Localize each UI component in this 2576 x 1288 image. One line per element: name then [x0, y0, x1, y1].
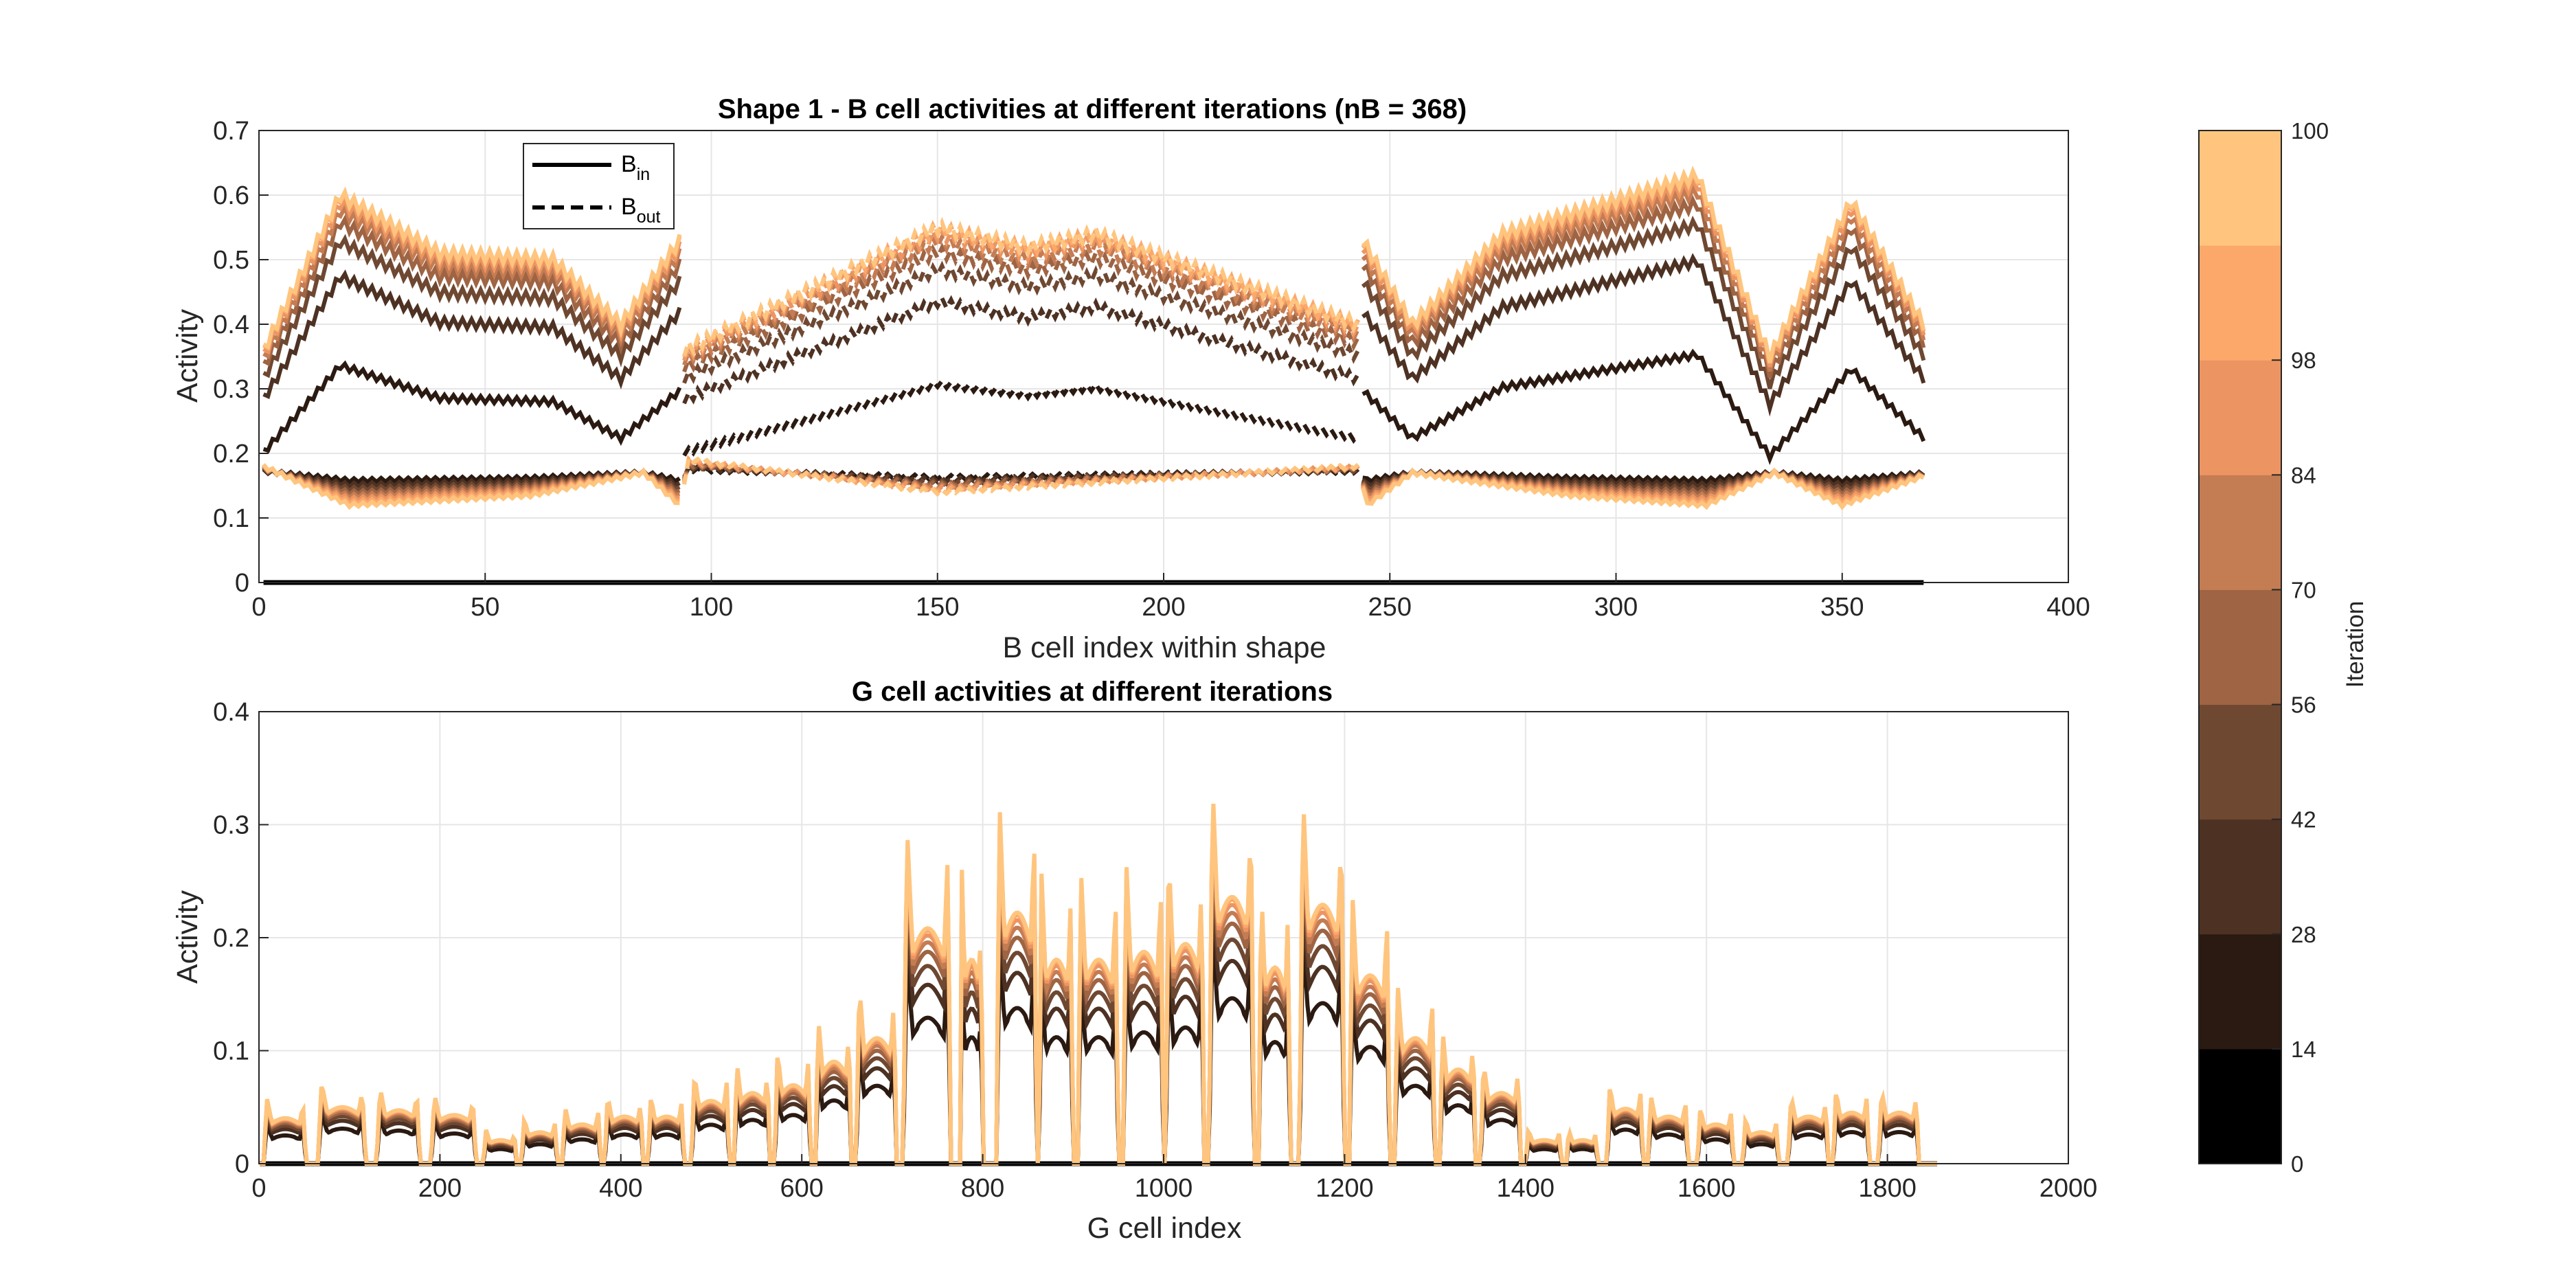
b-cell-active-line-iter-42	[262, 234, 682, 379]
x-tick-label: 1400	[1497, 1174, 1555, 1203]
b-cell-active-line-iter-28	[1361, 253, 1926, 417]
y-tick-label: 0.2	[213, 440, 249, 468]
b-cell-active-line-iter-98	[682, 218, 1360, 359]
y-tick-label: 0.4	[213, 310, 249, 339]
b-cell-active-line-iter-100	[682, 216, 1360, 357]
b-cell-active-line-iter-100	[262, 186, 682, 350]
colorbar-tick-label: 56	[2291, 692, 2316, 718]
colorbar-tick-label: 42	[2291, 807, 2316, 833]
g-cell-y-axis-label: Activity	[171, 890, 204, 984]
colorbar-ticks: 0 14 28 42 56 70 84 98 100	[2272, 118, 2329, 1177]
b-cell-inactive-line-iter-100	[682, 453, 1360, 497]
colorbar-tick-label: 0	[2291, 1151, 2303, 1177]
y-tick-label: 0.2	[213, 924, 249, 953]
b-cell-active-line-iter-28	[262, 269, 682, 400]
b-cell-y-axis-label: Activity	[171, 308, 204, 403]
b-cell-axes: 0 50 100 150 200 250 300 350 400 0 0.1 0.2 0.3 0.4 0.5…	[171, 94, 2090, 664]
g-cell-series	[260, 803, 1938, 1166]
x-tick-label: 200	[418, 1174, 462, 1203]
colorbar-tick-label: 70	[2291, 577, 2316, 602]
colorbar-tick-label: 84	[2291, 462, 2316, 488]
x-tick-label: 400	[599, 1174, 642, 1203]
b-cell-series	[262, 166, 1926, 585]
colorbar-block	[2199, 704, 2281, 820]
g-cell-x-axis-label: G cell index	[1087, 1212, 1242, 1245]
x-tick-label: 1200	[1315, 1174, 1374, 1203]
x-tick-label: 50	[471, 593, 499, 622]
y-tick-label: 0	[235, 569, 249, 598]
x-tick-label: 2000	[2040, 1174, 2098, 1203]
y-tick-label: 0.7	[213, 117, 249, 146]
g-cell-line-iter-28	[260, 890, 1937, 1166]
colorbar-blocks	[2198, 130, 2282, 1164]
x-tick-label: 400	[2046, 593, 2090, 622]
y-tick-label: 0	[235, 1150, 249, 1179]
colorbar-block	[2199, 245, 2281, 361]
legend-box	[523, 143, 675, 229]
colorbar-block	[2199, 131, 2281, 246]
b-cell-active-line-iter-14	[682, 377, 1360, 457]
colorbar-block	[2199, 475, 2281, 590]
y-tick-label: 0.4	[213, 698, 249, 727]
colorbar-block	[2199, 819, 2281, 935]
b-cell-active-line-iter-42	[1361, 215, 1926, 389]
y-tick-label: 0.3	[213, 375, 249, 404]
b-cell-active-line-iter-100	[1361, 166, 1926, 363]
b-cell-chart-title: Shape 1 - B cell activities at different…	[718, 94, 1467, 124]
colorbar-tick-label: 28	[2291, 922, 2316, 947]
y-tick-label: 0.1	[213, 504, 249, 533]
x-tick-label: 200	[1142, 593, 1185, 622]
legend-entry-b-in: Bin	[621, 151, 650, 184]
colorbar-block	[2199, 1048, 2281, 1164]
x-tick-label: 100	[690, 593, 733, 622]
y-tick-label: 0.3	[213, 811, 249, 840]
colorbar-block	[2199, 360, 2281, 475]
b-cell-active-line-iter-14	[1362, 348, 1926, 466]
colorbar-block	[2199, 934, 2281, 1050]
b-cell-active-line-iter-14	[262, 360, 682, 453]
colorbar-label: Iteration	[2342, 601, 2369, 688]
x-tick-label: 350	[1820, 593, 1864, 622]
colorbar-frame	[2198, 130, 2282, 1164]
b-cell-inactive-line-iter-100	[1360, 467, 1925, 510]
b-cell-active-line-iter-42	[682, 260, 1360, 385]
b-cell-legend: Bin Bout	[523, 143, 675, 229]
g-cell-ticks: 0 200 400 600 800 1000 1200 1400 1600 1800 2000 0 0.…	[213, 698, 2097, 1203]
colorbar-tick-label: 14	[2291, 1037, 2316, 1062]
x-tick-label: 0	[251, 593, 266, 622]
colorbar-block	[2199, 589, 2281, 705]
b-cell-active-line-iter-56	[1361, 194, 1926, 379]
iteration-colorbar: 0 14 28 42 56 70 84 98 100 Iteration	[2198, 118, 2369, 1177]
x-tick-label: 800	[961, 1174, 1004, 1203]
g-cell-line-iter-14	[260, 940, 1937, 1166]
b-cell-inactive-line-iter-100	[262, 463, 680, 510]
x-tick-label: 600	[780, 1174, 823, 1203]
x-tick-label: 1000	[1135, 1174, 1193, 1203]
x-tick-label: 300	[1594, 593, 1638, 622]
b-cell-active-line-iter-56	[682, 242, 1360, 373]
x-tick-label: 0	[251, 1174, 266, 1203]
b-cell-active-line-iter-28	[682, 293, 1360, 405]
b-cell-active-line-iter-56	[262, 214, 682, 367]
x-tick-label: 1800	[1858, 1174, 1917, 1203]
b-cell-ticks: 0 50 100 150 200 250 300 350 400 0 0.1 0.2 0.3 0.4 0.5…	[213, 117, 2090, 622]
g-cell-axes: 0 200 400 600 800 1000 1200 1400 1600 1800 2000 0 0.…	[171, 677, 2097, 1245]
y-tick-label: 0.1	[213, 1037, 249, 1066]
x-tick-label: 1600	[1677, 1174, 1736, 1203]
b-cell-x-axis-label: B cell index within shape	[1003, 631, 1326, 664]
g-cell-chart-title: G cell activities at different iteration…	[852, 677, 1333, 707]
colorbar-tick-label: 98	[2291, 348, 2316, 373]
y-tick-label: 0.5	[213, 246, 249, 275]
x-tick-label: 250	[1368, 593, 1412, 622]
colorbar-tick-label: 100	[2291, 118, 2329, 144]
legend-entry-b-out: Bout	[621, 194, 660, 227]
g-cell-line-iter-100	[260, 803, 1937, 1166]
y-tick-label: 0.6	[213, 181, 249, 210]
x-tick-label: 150	[916, 593, 959, 622]
